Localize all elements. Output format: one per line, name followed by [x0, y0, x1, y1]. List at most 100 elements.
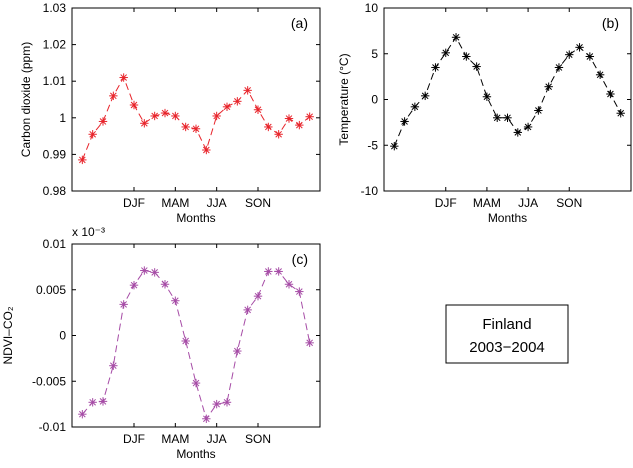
data-point [181, 122, 190, 132]
plot-frame [71, 7, 321, 192]
data-point [523, 122, 533, 132]
y-axis-label: NDVI–CO₂ [1, 306, 15, 364]
data-point [264, 267, 273, 276]
legend-box: Finland 2003−2004 [445, 304, 569, 364]
data-point [410, 102, 420, 112]
data-point [503, 113, 512, 122]
plot-frame [383, 7, 632, 192]
x-axis-label: Months [176, 447, 215, 461]
data-point [202, 145, 211, 155]
x-axis-label: Months [176, 211, 215, 225]
data-point [441, 48, 450, 58]
y-tick-label: 1.01 [43, 74, 67, 88]
data-point [554, 63, 564, 72]
data-point [264, 122, 273, 132]
panel-label: (b) [602, 15, 619, 31]
y-tick-label: 10 [365, 1, 379, 15]
y-tick-label: 0 [59, 329, 66, 343]
data-point [181, 336, 190, 346]
x-tick-label: JJA [207, 196, 227, 210]
data-point [191, 124, 201, 133]
data-point [98, 117, 108, 126]
y-tick-label: 0.99 [43, 147, 67, 161]
x-tick-label: DJF [435, 196, 457, 210]
x-tick-label: SON [556, 196, 582, 210]
data-point [233, 346, 242, 356]
x-tick-label: MAM [161, 196, 189, 210]
y-tick-label: 0.005 [36, 283, 66, 297]
data-point [233, 97, 242, 106]
data-point [212, 399, 221, 409]
panel-c-chart: -0.01 -0.005 0 0.005 0.01 DJF MAM JJA SON Months N… [1, 225, 321, 461]
data-point [295, 287, 304, 296]
data-point [585, 52, 595, 61]
data-point [150, 268, 159, 277]
data-point [171, 296, 180, 305]
y-tick-label: -5 [367, 138, 378, 152]
data-point [88, 398, 97, 407]
series-line [393, 36, 622, 147]
data-point [150, 111, 159, 121]
data-point [88, 130, 97, 139]
data-point [253, 105, 263, 114]
data-point [295, 120, 304, 130]
data-point [493, 113, 502, 122]
data-point [140, 119, 149, 128]
data-point [98, 397, 108, 406]
y-axis-label: Temperature (°C) [337, 53, 351, 145]
y-multiplier-label: x 10⁻³ [72, 225, 105, 239]
y-tick-label: 0.98 [43, 184, 67, 198]
y-tick-label: 1.02 [43, 38, 67, 52]
y-tick-label: 0 [371, 93, 378, 107]
panel-a-chart: 0.98 0.99 1 1.01 1.02 1.03 DJF MAM JJA SON Months C… [19, 1, 321, 225]
data-point [284, 280, 294, 289]
y-tick-label: 1 [59, 111, 66, 125]
data-point [565, 50, 574, 59]
x-tick-label: DJF [123, 432, 145, 446]
data-point [222, 102, 232, 112]
data-point [462, 52, 471, 61]
data-point [243, 305, 252, 315]
x-tick-label: MAM [161, 432, 189, 446]
x-tick-label: SON [245, 196, 271, 210]
data-point [472, 62, 481, 71]
data-point [171, 111, 180, 121]
data-point [284, 114, 294, 123]
data-point [140, 266, 149, 275]
data-point [534, 106, 543, 115]
data-point [129, 100, 139, 110]
panel-label: (a) [291, 15, 308, 31]
data-point [400, 117, 409, 126]
data-point [78, 155, 87, 165]
data-point [606, 89, 615, 99]
data-point [78, 409, 87, 419]
series-line [81, 76, 311, 161]
y-tick-label: 0.01 [43, 237, 67, 251]
data-point [616, 109, 625, 118]
x-tick-label: MAM [473, 196, 501, 210]
x-tick-label: DJF [123, 196, 145, 210]
data-point [305, 338, 314, 348]
legend-line-1: Finland [482, 316, 531, 333]
legend-line-2: 2003−2004 [469, 339, 545, 356]
data-point [119, 73, 128, 82]
data-point [109, 361, 118, 370]
y-tick-label: -0.01 [39, 420, 67, 434]
x-tick-label: JJA [518, 196, 538, 210]
data-point [253, 291, 263, 301]
data-point [274, 130, 283, 139]
series-line [81, 269, 311, 420]
y-tick-label: 5 [371, 47, 378, 61]
panel-b-chart: -10 -5 0 5 10 DJF MAM JJA SON Months Temperature (… [337, 1, 632, 225]
data-point [305, 112, 314, 121]
data-point [482, 92, 492, 101]
data-point [595, 70, 605, 79]
data-point [202, 414, 211, 423]
data-point [109, 91, 118, 101]
data-point [212, 111, 221, 121]
data-point [544, 82, 553, 91]
data-point [191, 378, 201, 388]
x-tick-label: SON [245, 432, 271, 446]
y-tick-label: -10 [361, 184, 379, 198]
